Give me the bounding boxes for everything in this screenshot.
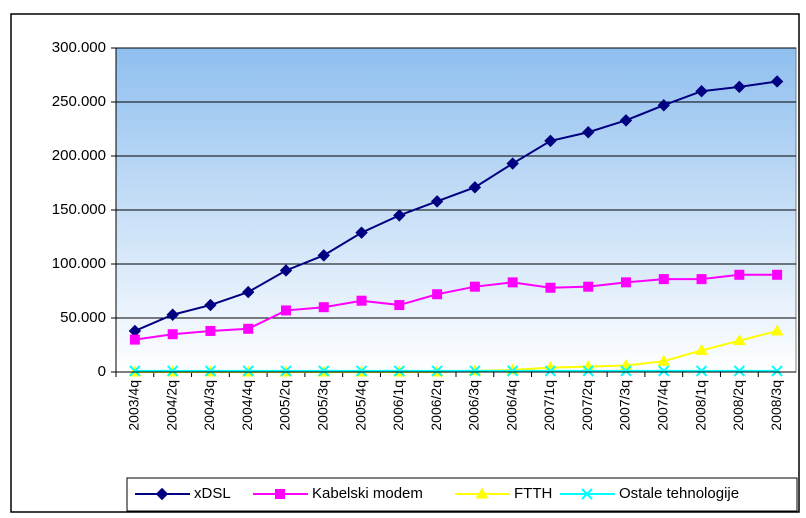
marker <box>318 302 329 313</box>
marker <box>507 277 518 288</box>
marker <box>695 343 708 355</box>
marker <box>620 365 632 377</box>
x-tick-label: 2008/1q <box>692 380 708 431</box>
y-tick-label: 250.000 <box>52 93 106 110</box>
legend-label: xDSL <box>194 485 231 502</box>
marker <box>431 365 443 377</box>
marker <box>770 75 784 88</box>
marker <box>657 354 671 366</box>
y-tick-label: 100.000 <box>52 255 106 272</box>
legend-marker <box>155 487 169 501</box>
x-tick-label: 2004/4q <box>239 380 255 431</box>
legend-marker <box>275 489 285 499</box>
marker <box>695 365 708 377</box>
x-tick-label: 2007/1q <box>541 380 557 431</box>
marker <box>204 298 217 312</box>
x-tick-label: 2007/3q <box>617 380 633 431</box>
marker <box>242 365 254 377</box>
x-tick-label: 2004/3q <box>201 380 217 431</box>
marker <box>582 126 595 139</box>
marker <box>733 365 746 377</box>
legend-label: Ostale tehnologije <box>619 485 739 502</box>
marker <box>544 365 557 377</box>
marker <box>469 281 480 292</box>
x-tick-label: 2003/4q <box>126 380 142 431</box>
marker <box>583 281 594 292</box>
marker <box>279 264 293 277</box>
marker <box>393 365 406 377</box>
y-tick-label: 50.000 <box>60 309 106 326</box>
x-tick-label: 2006/3q <box>466 380 482 431</box>
marker <box>432 289 443 300</box>
marker <box>770 324 784 336</box>
x-tick-label: 2007/4q <box>654 380 670 431</box>
marker <box>468 181 482 194</box>
marker <box>356 295 367 306</box>
marker <box>545 282 556 293</box>
y-tick-label: 200.000 <box>52 147 106 164</box>
marker <box>317 249 330 262</box>
marker <box>167 329 178 340</box>
marker <box>619 114 633 127</box>
marker <box>204 365 217 377</box>
marker <box>166 308 179 321</box>
marker <box>657 99 670 112</box>
series-line <box>134 273 778 341</box>
x-tick-label: 2006/2q <box>428 380 444 431</box>
marker <box>129 334 140 345</box>
marker <box>394 300 405 311</box>
marker <box>430 195 444 208</box>
x-tick-label: 2005/3q <box>314 380 330 431</box>
marker <box>205 325 216 336</box>
marker <box>734 269 745 280</box>
marker <box>242 285 255 299</box>
marker <box>318 365 330 377</box>
marker <box>469 365 481 377</box>
marker <box>355 226 368 239</box>
x-tick-label: 2005/4q <box>352 380 368 431</box>
x-tick-label: 2005/2q <box>277 380 293 431</box>
marker <box>544 134 557 148</box>
marker <box>129 365 141 377</box>
marker <box>506 365 519 377</box>
y-tick-label: 300.000 <box>52 39 106 56</box>
marker <box>621 277 631 288</box>
marker <box>280 365 292 377</box>
marker <box>582 365 594 377</box>
legend-marker <box>581 488 593 500</box>
x-tick-label: 2008/3q <box>768 380 784 431</box>
marker <box>658 274 669 285</box>
x-tick-label: 2006/4q <box>503 380 519 431</box>
marker <box>281 305 291 316</box>
marker <box>393 209 406 222</box>
y-tick-label: 150.000 <box>52 201 106 218</box>
marker <box>733 80 746 94</box>
legend-marker <box>475 487 489 499</box>
marker <box>166 365 179 377</box>
marker <box>658 365 670 377</box>
marker <box>243 323 254 334</box>
marker <box>355 365 368 377</box>
marker <box>771 365 783 377</box>
x-tick-label: 2007/2q <box>579 380 595 431</box>
series-line <box>134 80 778 332</box>
x-tick-label: 2004/2q <box>163 380 179 431</box>
x-tick-label: 2006/1q <box>390 380 406 431</box>
y-tick-label: 0 <box>98 363 106 380</box>
marker <box>696 274 707 285</box>
marker <box>732 334 746 346</box>
legend-label: Kabelski modem <box>312 485 423 502</box>
legend-label: FTTH <box>514 485 552 502</box>
x-tick-label: 2008/2q <box>730 380 746 431</box>
marker <box>772 269 783 280</box>
marker <box>506 157 519 170</box>
marker <box>695 84 708 98</box>
